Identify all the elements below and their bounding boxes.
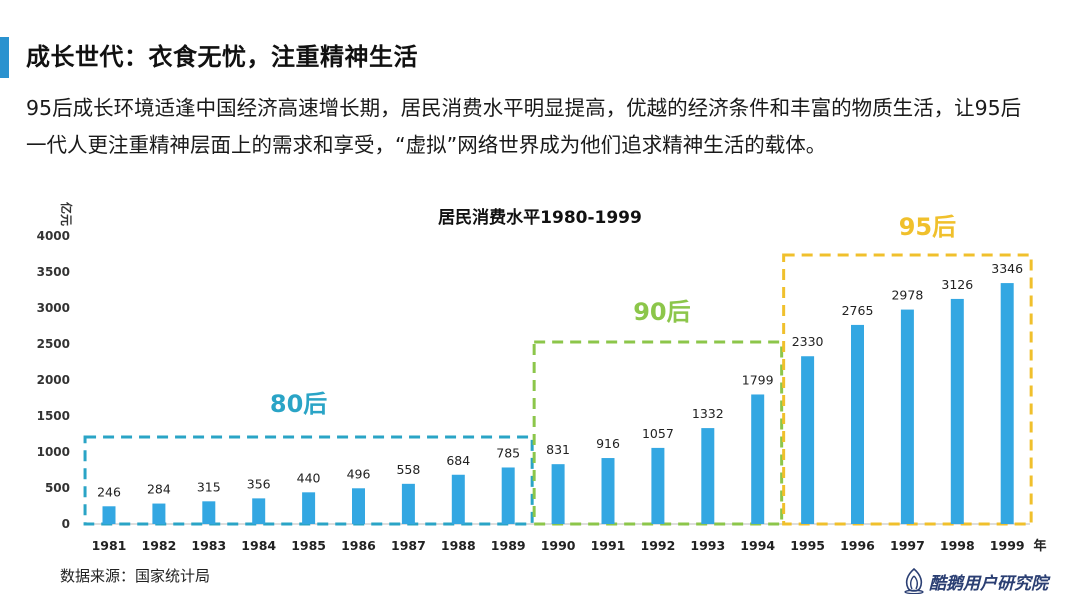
brand-logo: 酷鹅用户研究院 [903,568,1048,594]
x-tick-label: 1995 [790,538,825,553]
y-tick-label: 3500 [37,265,70,279]
bar [352,488,365,524]
bar [401,483,415,524]
bar-value-label: 315 [197,479,221,494]
x-tick-label: 1983 [191,538,226,553]
brand-name: 酷鹅用户研究院 [929,573,1048,594]
bar-value-label: 3346 [991,261,1023,276]
slide-heading: 成长世代：衣食无忧，注重精神生活 [26,43,418,71]
bar [651,447,665,524]
bar [551,464,565,524]
bar-value-label: 284 [147,482,171,497]
chart-title: 居民消费水平1980-1999 [438,207,642,228]
x-tick-label: 1992 [641,538,676,553]
bar-value-label: 558 [396,462,420,477]
bar-value-label: 916 [596,436,620,451]
bar-value-label: 1799 [742,372,774,387]
heading-accent-bar [0,37,9,78]
x-tick-label: 1993 [690,538,725,553]
penguin-logo-icon [904,568,924,594]
bar [501,467,515,524]
bar [202,501,216,524]
x-tick-label: 1986 [341,538,376,553]
x-axis-unit-label: 年 [1033,538,1046,554]
y-tick-label: 1000 [37,445,70,459]
bar [252,498,266,524]
x-tick-label: 1997 [890,538,925,553]
bar [950,298,964,524]
x-tick-label: 1990 [541,538,576,553]
y-tick-label: 2000 [37,373,70,387]
y-tick-label: 4000 [37,229,70,243]
bar [601,458,615,524]
x-tick-label: 1988 [441,538,476,553]
bar-value-label: 496 [347,466,371,481]
bar-value-label: 3126 [941,277,973,292]
bar-value-label: 246 [97,484,121,499]
bar-value-label: 1057 [642,426,674,441]
y-tick-label: 2500 [37,337,70,351]
bar-value-label: 2330 [792,334,824,349]
bar [102,506,116,524]
bar-value-label: 440 [297,470,321,485]
intro-paragraph: 95后成长环境适逢中国经济高速增长期，居民消费水平明显提高，优越的经济条件和丰富… [26,96,1022,157]
x-tick-label: 1994 [740,538,775,553]
x-tick-label: 1996 [840,538,875,553]
x-tick-label: 1987 [391,538,426,553]
bar-value-label: 2765 [842,303,874,318]
bar-value-label: 356 [247,476,271,491]
bar [801,356,815,524]
bar [701,428,715,524]
bar [451,474,465,524]
bar-value-label: 785 [496,445,520,460]
x-tick-label: 1981 [92,538,127,553]
x-tick-label: 1982 [142,538,177,553]
y-axis-unit-label: 亿元 [59,202,74,226]
consumption-bar-chart: 居民消费水平1980-1999 亿元 0 500 1000 1500 2000 2500 300… [37,202,1047,554]
y-tick-label: 500 [45,481,70,495]
y-tick-label: 1500 [37,409,70,423]
bar-value-label: 1332 [692,406,724,421]
x-tick-label: 1991 [591,538,626,553]
x-tick-label: 1985 [291,538,326,553]
bar [1000,283,1014,524]
bar [900,309,914,524]
data-source-note: 数据来源：国家统计局 [60,567,211,585]
x-tick-label: 1989 [491,538,526,553]
group-label-90s: 90后 [633,298,690,326]
bar [751,394,765,524]
y-tick-label: 0 [62,517,70,531]
x-tick-label: 1999 [990,538,1025,553]
x-tick-label: 1984 [241,538,276,553]
group-label-95s: 95后 [899,213,956,241]
bar [152,503,166,524]
bar-value-label: 2978 [891,288,923,303]
group-label-80s: 80后 [270,390,327,418]
bar [302,492,316,524]
y-tick-label: 3000 [37,301,70,315]
bar [851,324,864,524]
bar-value-label: 684 [446,453,470,468]
x-tick-label: 1998 [940,538,975,553]
bar-value-label: 831 [546,442,570,457]
